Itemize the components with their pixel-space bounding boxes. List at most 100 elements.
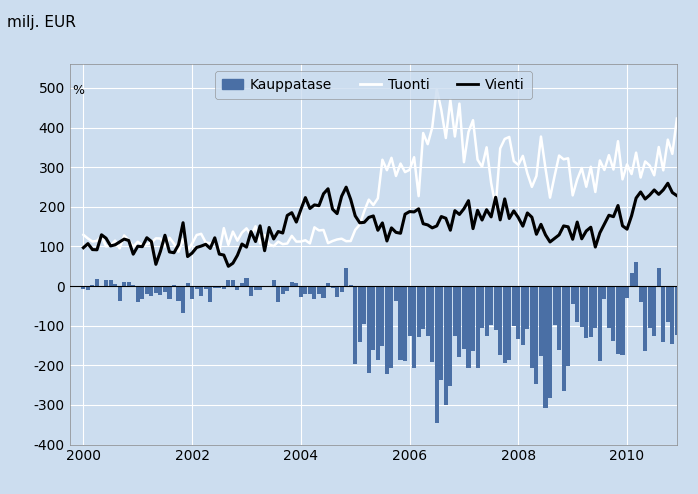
- Bar: [149, 286, 154, 296]
- Bar: [517, 286, 520, 339]
- Legend: Kauppatase, Tuonti, Vienti: Kauppatase, Tuonti, Vienti: [215, 71, 532, 99]
- Bar: [526, 286, 529, 329]
- Bar: [186, 283, 190, 286]
- Bar: [172, 285, 176, 286]
- Bar: [530, 286, 534, 368]
- Bar: [457, 286, 461, 357]
- Bar: [317, 286, 321, 294]
- Bar: [226, 280, 230, 286]
- Bar: [95, 280, 99, 286]
- Bar: [140, 286, 144, 299]
- Bar: [616, 286, 620, 354]
- Bar: [580, 286, 584, 328]
- Bar: [566, 286, 570, 366]
- Bar: [135, 286, 140, 302]
- Bar: [213, 286, 217, 288]
- Bar: [421, 286, 425, 329]
- Bar: [235, 286, 239, 290]
- Bar: [648, 286, 652, 328]
- Bar: [313, 286, 316, 298]
- Bar: [299, 286, 303, 297]
- Bar: [131, 285, 135, 286]
- Bar: [285, 286, 289, 291]
- Bar: [634, 262, 638, 286]
- Bar: [190, 286, 194, 299]
- Bar: [607, 286, 611, 328]
- Bar: [675, 286, 679, 335]
- Bar: [376, 286, 380, 360]
- Bar: [385, 286, 389, 374]
- Bar: [362, 286, 366, 324]
- Bar: [304, 286, 307, 293]
- Bar: [493, 286, 498, 330]
- Bar: [380, 286, 385, 346]
- Bar: [126, 283, 131, 286]
- Bar: [394, 286, 398, 301]
- Bar: [462, 286, 466, 348]
- Bar: [562, 286, 565, 391]
- Bar: [553, 286, 556, 326]
- Bar: [195, 286, 199, 289]
- Bar: [439, 286, 443, 380]
- Bar: [335, 286, 339, 296]
- Bar: [240, 283, 244, 286]
- Bar: [104, 280, 108, 286]
- Bar: [399, 286, 403, 360]
- Bar: [484, 286, 489, 336]
- Bar: [163, 286, 167, 291]
- Bar: [154, 286, 158, 293]
- Bar: [181, 286, 185, 313]
- Bar: [417, 286, 421, 336]
- Bar: [630, 273, 634, 286]
- Bar: [625, 286, 629, 298]
- Bar: [267, 286, 272, 287]
- Text: milj. EUR: milj. EUR: [7, 15, 76, 30]
- Bar: [548, 286, 552, 398]
- Bar: [86, 286, 90, 290]
- Bar: [480, 286, 484, 328]
- Bar: [535, 286, 538, 384]
- Bar: [593, 286, 597, 328]
- Bar: [466, 286, 470, 368]
- Bar: [602, 286, 607, 299]
- Bar: [575, 286, 579, 322]
- Bar: [253, 286, 258, 290]
- Bar: [448, 286, 452, 386]
- Bar: [544, 286, 547, 408]
- Bar: [597, 286, 602, 361]
- Bar: [290, 282, 294, 286]
- Bar: [498, 286, 503, 355]
- Bar: [353, 286, 357, 364]
- Bar: [281, 286, 285, 293]
- Bar: [122, 282, 126, 286]
- Bar: [670, 286, 674, 344]
- Bar: [643, 286, 647, 351]
- Bar: [217, 286, 221, 288]
- Bar: [204, 286, 208, 289]
- Bar: [322, 286, 325, 298]
- Bar: [276, 286, 280, 301]
- Bar: [244, 278, 248, 286]
- Bar: [571, 286, 574, 304]
- Bar: [295, 283, 298, 286]
- Bar: [611, 286, 616, 341]
- Bar: [208, 286, 212, 302]
- Bar: [426, 286, 430, 335]
- Bar: [331, 286, 334, 288]
- Bar: [231, 280, 235, 286]
- Bar: [584, 286, 588, 338]
- Text: %: %: [73, 84, 84, 97]
- Bar: [403, 286, 407, 361]
- Bar: [389, 286, 394, 369]
- Bar: [82, 286, 85, 289]
- Bar: [117, 286, 121, 301]
- Bar: [652, 286, 656, 336]
- Bar: [168, 286, 172, 299]
- Bar: [199, 286, 203, 295]
- Bar: [408, 286, 412, 336]
- Bar: [639, 286, 643, 302]
- Bar: [621, 286, 625, 355]
- Bar: [430, 286, 434, 362]
- Bar: [249, 286, 253, 296]
- Bar: [435, 286, 439, 423]
